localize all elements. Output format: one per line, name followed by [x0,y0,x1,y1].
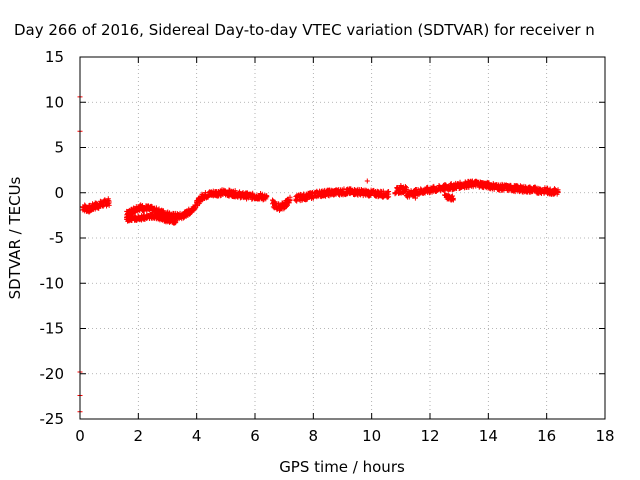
data-point [418,186,424,192]
axis-ticks [79,56,606,420]
x-tick-label: 0 [75,427,85,445]
data-point [105,196,111,202]
data-point [386,191,392,197]
chart-title: Day 266 of 2016, Sidereal Day-to-day VTE… [14,21,595,39]
data-point [264,194,270,200]
data-point [284,202,290,208]
data-point [106,198,112,204]
data-point [412,195,418,201]
data-point [449,196,455,202]
x-tick-label: 10 [362,427,381,445]
data-point [232,188,238,194]
y-tick-label: -25 [40,410,65,428]
y-tick-labels: -25 -20 -15 -10 -5 0 5 10 15 [40,48,65,428]
x-axis-label: GPS time / hours [279,458,405,476]
data-point [552,186,558,192]
x-tick-label: 8 [309,427,319,445]
data-point [287,196,293,202]
data-point [192,205,198,211]
data-point [555,188,561,194]
x-tick-label: 12 [420,427,439,445]
data-point [284,203,289,209]
data-point [380,188,386,194]
plot-frame [79,56,606,420]
data-point [250,190,256,196]
data-point [406,194,412,200]
y-tick-label: -10 [40,274,65,292]
data-point [385,194,391,200]
y-tick-label: -5 [49,229,64,247]
x-tick-label: 16 [537,427,556,445]
y-tick-label: 10 [45,93,64,111]
y-tick-label: 5 [54,139,64,157]
x-tick-label: 18 [595,427,614,445]
data-point [364,178,370,184]
y-tick-label: 0 [54,184,64,202]
y-axis-label: SDTVAR / TECUs [6,176,24,299]
data-point [230,189,236,195]
y-tick-label: -15 [40,320,65,338]
data-point [403,185,409,191]
data-point [450,197,456,203]
x-tick-labels: 0 2 4 6 8 10 12 14 16 18 [75,427,614,445]
data-point [173,220,179,226]
data-point [468,179,474,185]
y-tick-label: 15 [45,48,64,66]
x-tick-label: 4 [192,427,202,445]
x-tick-label: 14 [479,427,498,445]
y-tick-label: -20 [40,365,65,383]
x-tick-label: 6 [250,427,260,445]
data-point [512,189,518,195]
data-point [276,201,282,207]
x-tick-label: 2 [134,427,144,445]
grid-lines [80,57,605,419]
data-point [181,215,187,221]
data-points [77,94,561,415]
data-point [96,205,102,211]
data-point [398,183,404,189]
data-point [286,200,292,206]
data-point [197,199,203,205]
